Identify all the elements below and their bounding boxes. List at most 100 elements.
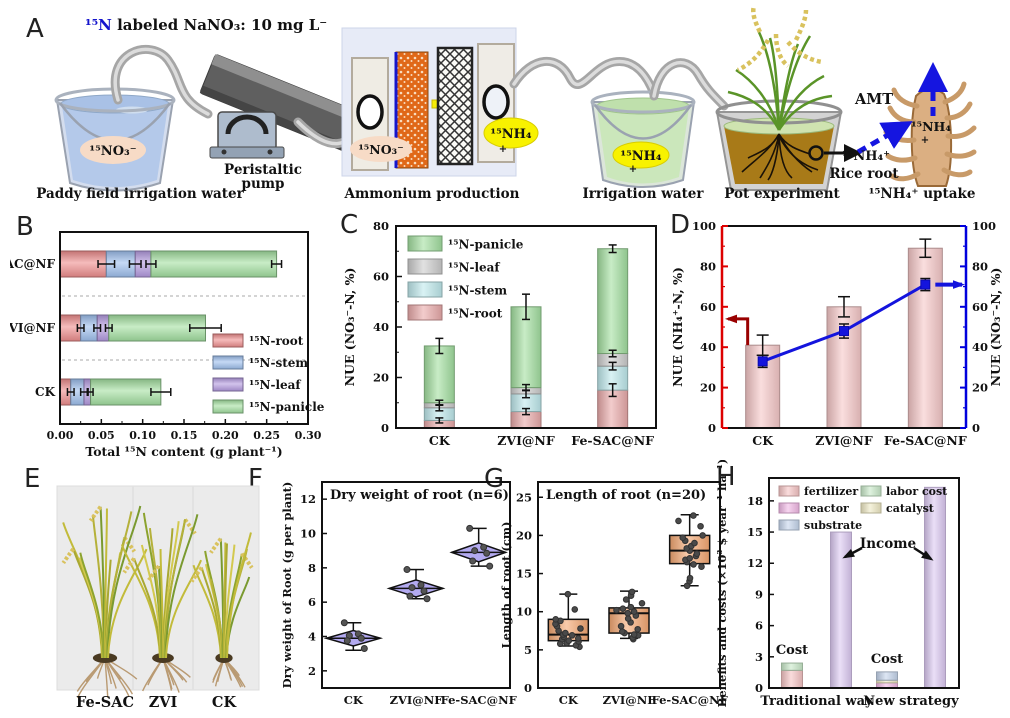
panicle (190, 566, 204, 583)
y-tick-label: 4 (308, 630, 316, 644)
cathode-window-icon (482, 84, 510, 120)
data-point (627, 603, 635, 611)
y-tick-label: 20 (516, 528, 532, 542)
right-tick-label: 20 (972, 381, 988, 395)
legend-swatch (860, 485, 882, 497)
data-point (577, 625, 584, 632)
bucket-irrigation-icon: ¹⁵NH₄ + (590, 90, 696, 188)
y-tick-label: 6 (755, 619, 763, 633)
rice-plant-icon (727, 29, 833, 131)
root-nh4-label: ¹⁵NH₄ (911, 119, 951, 134)
plant-label: ZVI (149, 694, 178, 711)
category-label: ZVI@NF (603, 693, 657, 707)
data-point (624, 609, 632, 617)
y-tick-label: 0 (381, 421, 389, 435)
y-tick-label: 5 (524, 643, 532, 657)
data-point (699, 532, 706, 539)
data-point (408, 584, 416, 592)
income-bar (924, 486, 946, 689)
data-point (613, 606, 620, 614)
y-tick-label: 0 (755, 681, 763, 695)
data-point (697, 522, 704, 530)
y-tick-label: 10 (300, 527, 316, 541)
cost-annotation: Cost (871, 652, 903, 667)
data-point (630, 608, 638, 616)
data-point (420, 587, 428, 595)
panel-label-c: C (340, 210, 359, 240)
pump-caption-line1: Peristaltic (224, 162, 302, 178)
category-label: ZVI@NF (10, 321, 55, 335)
y-tick-label: 6 (308, 595, 316, 609)
title-isotope-label: ¹⁵N (85, 16, 112, 34)
right-axis-title: NUE (NO₃⁻-N, %) (988, 268, 1003, 387)
legend-swatch (407, 235, 443, 252)
data-point (630, 631, 638, 638)
left-tick-label: 100 (692, 219, 716, 233)
electrolysis-cell-icon: ¹⁵NO₃⁻ ¹⁵NH₄ + (341, 27, 539, 177)
category-label: Fe-SAC@NF (884, 433, 967, 448)
root-hairs-icon (883, 81, 977, 182)
panicle (61, 547, 75, 565)
data-point (417, 581, 425, 589)
data-point (686, 554, 694, 562)
anode-window-icon (356, 94, 384, 130)
data-point (469, 557, 477, 565)
line-marker (920, 279, 931, 290)
cost-segment (876, 671, 898, 681)
data-point (480, 543, 488, 551)
amt-label: AMT (854, 91, 893, 108)
plant-label: Fe-SAC (76, 694, 134, 711)
cost-segment (781, 669, 803, 689)
data-point (686, 574, 694, 582)
category-label: ZVI@NF (390, 693, 444, 707)
legend-label: fertilizer (804, 485, 858, 498)
panel-label-e: E (24, 464, 41, 494)
legend-swatch (860, 502, 882, 514)
data-point (638, 600, 646, 607)
y-tick-label: 15 (747, 525, 763, 539)
data-point (552, 616, 559, 623)
category-label: CK (559, 693, 579, 707)
left-axis-title: NUE (NH₄⁺-N, %) (670, 267, 685, 387)
panel-e-photo: Fe-SAC ZVI CK (56, 485, 260, 711)
bar-segment (597, 248, 629, 355)
y-tick-label: 18 (747, 494, 763, 508)
y-tick-label: 0 (524, 681, 532, 695)
mesh-electrode-icon (436, 46, 474, 166)
uptake-caption: ¹⁵NH₄⁺ uptake (869, 186, 976, 202)
x-axis-title: Total ¹⁵N content (g plant⁻¹) (85, 444, 282, 459)
data-point (486, 562, 494, 570)
data-point (679, 534, 687, 541)
bucket2-caption: Irrigation water (582, 186, 704, 202)
data-point (628, 588, 636, 596)
panicle (240, 552, 254, 569)
x-tick-label: 0.30 (295, 429, 322, 442)
plant-stem (106, 505, 142, 659)
plant-stem (107, 548, 148, 659)
panel-a-title: ¹⁵N labeled NaNO₃: 10 mg L⁻ (85, 16, 327, 34)
data-point (565, 637, 573, 644)
bar-segment (150, 250, 278, 278)
y-axis-title: Benefits and costs (×10³ $ year⁻¹ ha⁻¹) (715, 460, 729, 707)
nh4-water-label: ¹⁵NH₄ (620, 149, 662, 164)
y-tick-label: 12 (300, 492, 316, 506)
legend-swatch (778, 502, 800, 514)
left-tick-label: 0 (708, 421, 716, 435)
chart-title: Length of root (n=20) (546, 488, 706, 503)
data-point (423, 595, 431, 603)
data-point (568, 632, 576, 639)
legend-label: reactor (804, 502, 849, 515)
data-point (574, 635, 582, 642)
legend-swatch (212, 399, 244, 414)
ion-label: ¹⁵NH₄⁺ (842, 149, 890, 164)
y-tick-label: 8 (308, 561, 316, 575)
right-tick-label: 60 (972, 300, 988, 314)
y-tick-label: 3 (755, 650, 763, 664)
uptake-arrow-icon (856, 121, 913, 155)
legend-label: ¹⁵N-leaf (448, 261, 500, 275)
plant-stem (79, 552, 105, 659)
legend-swatch (407, 258, 443, 275)
bucket1-caption: Paddy field irrigation water (36, 186, 244, 202)
panicle (88, 505, 103, 522)
